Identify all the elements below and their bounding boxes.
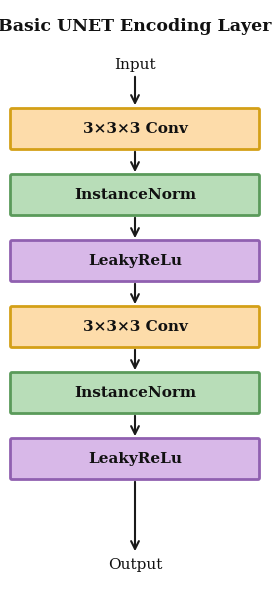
Text: LeakyReLu: LeakyReLu	[88, 254, 182, 268]
FancyBboxPatch shape	[11, 439, 259, 480]
Text: 3×3×3 Conv: 3×3×3 Conv	[83, 320, 187, 334]
FancyBboxPatch shape	[11, 175, 259, 215]
FancyBboxPatch shape	[11, 372, 259, 413]
FancyBboxPatch shape	[11, 108, 259, 150]
Text: LeakyReLu: LeakyReLu	[88, 452, 182, 466]
FancyBboxPatch shape	[11, 307, 259, 348]
FancyBboxPatch shape	[11, 240, 259, 282]
Text: InstanceNorm: InstanceNorm	[74, 188, 196, 202]
Text: Input: Input	[114, 58, 156, 72]
Text: 3×3×3 Conv: 3×3×3 Conv	[83, 122, 187, 136]
Text: Basic UNET Encoding Layer: Basic UNET Encoding Layer	[0, 18, 272, 35]
Text: Output: Output	[108, 558, 162, 572]
Text: InstanceNorm: InstanceNorm	[74, 386, 196, 400]
